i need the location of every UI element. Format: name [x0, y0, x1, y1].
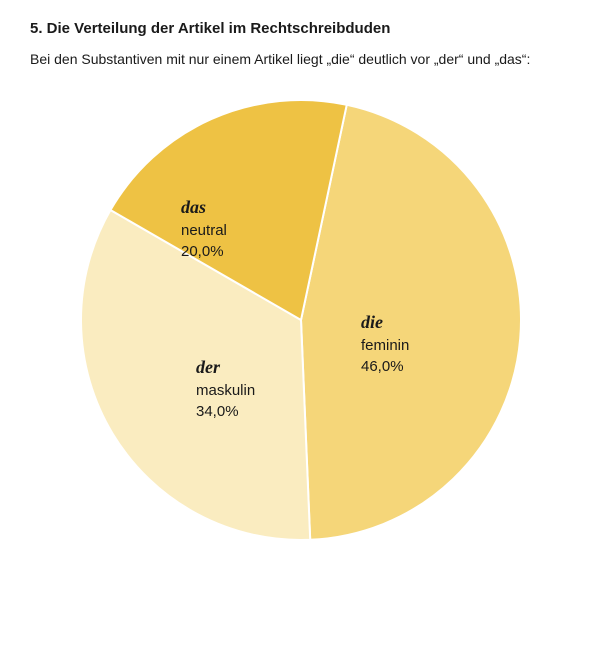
chart-subtitle: Bei den Substantiven mit nur einem Artik…: [30, 49, 572, 70]
pie-chart-container: diefeminin46,0%dermaskulin34,0%dasneutra…: [81, 100, 521, 540]
pie-slice-die: [301, 105, 521, 540]
pie-chart-svg: [81, 100, 521, 540]
chart-heading: 5. Die Verteilung der Artikel im Rechtsc…: [30, 20, 572, 37]
